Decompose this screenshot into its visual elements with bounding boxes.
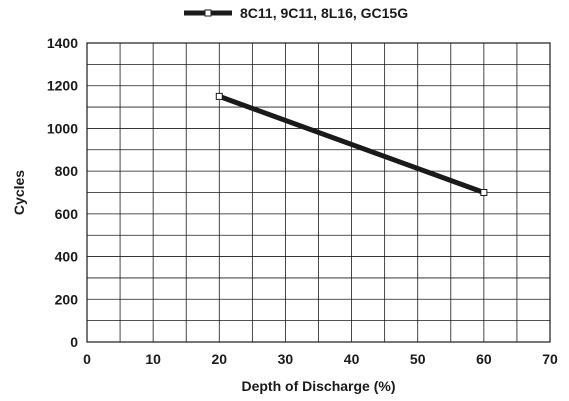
- x-tick-label: 60: [476, 351, 492, 367]
- plot-frame: [86, 42, 551, 343]
- x-tick-label: 10: [145, 351, 161, 367]
- y-tick-label: 0: [70, 334, 78, 350]
- y-tick-label: 1200: [47, 78, 78, 94]
- x-tick-label: 50: [410, 351, 426, 367]
- x-tick-labels: 0 10 20 30 40 50 60 70: [83, 351, 558, 367]
- y-tick-label: 400: [55, 249, 79, 265]
- data-point-marker: [215, 92, 223, 100]
- legend: 8C11, 9C11, 8L16, GC15G: [184, 5, 408, 21]
- y-tick-label: 200: [55, 291, 79, 307]
- legend-label: 8C11, 9C11, 8L16, GC15G: [240, 5, 408, 21]
- y-tick-label: 800: [55, 163, 79, 179]
- data-point-marker: [480, 189, 488, 196]
- x-tick-label: 30: [278, 351, 294, 367]
- series-line: [218, 94, 485, 195]
- legend-swatch-marker: [204, 9, 212, 17]
- x-tick-label: 40: [344, 351, 360, 367]
- y-tick-label: 600: [55, 206, 79, 222]
- y-tick-label: 1000: [47, 120, 78, 136]
- series-layer: [215, 92, 488, 196]
- x-tick-label: 70: [542, 351, 558, 367]
- x-tick-label: 0: [83, 351, 91, 367]
- y-axis-label: Cycles: [11, 170, 27, 215]
- y-tick-label: 1400: [47, 35, 78, 51]
- x-axis-label: Depth of Discharge (%): [241, 378, 395, 394]
- x-tick-label: 20: [211, 351, 227, 367]
- y-tick-labels: 0 200 400 600 800 1000 1200 1400: [47, 35, 78, 350]
